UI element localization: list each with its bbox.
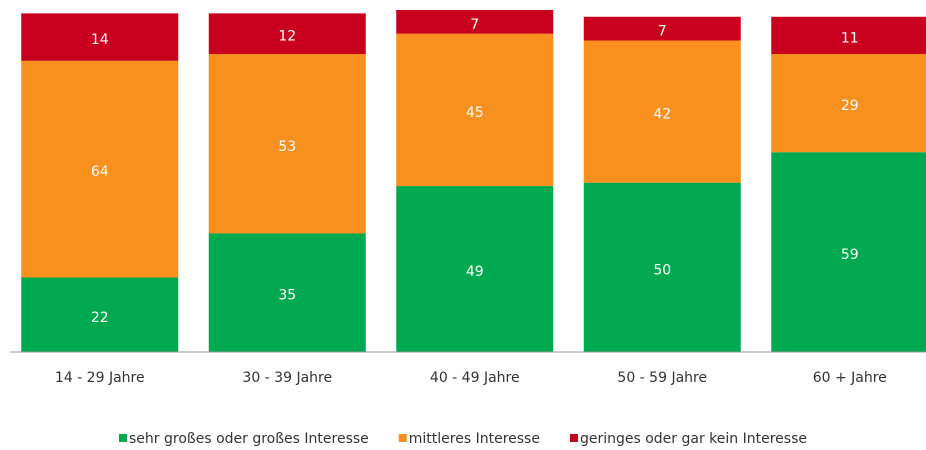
bar-segment bbox=[771, 152, 926, 352]
data-label: 35 bbox=[278, 288, 296, 304]
data-label: 49 bbox=[466, 264, 484, 280]
data-label: 7 bbox=[470, 17, 479, 33]
bar-segment bbox=[771, 54, 926, 153]
bar-segment bbox=[396, 186, 554, 352]
legend-swatch bbox=[119, 434, 128, 442]
bar-segment bbox=[21, 277, 179, 352]
bar-segment bbox=[583, 40, 741, 183]
legend-swatch bbox=[398, 434, 407, 442]
legend-label: sehr großes oder großes Interesse bbox=[129, 431, 369, 447]
bar-segment bbox=[208, 13, 366, 55]
x-tick-label: 60 + Jahre bbox=[813, 370, 887, 386]
data-label: 29 bbox=[841, 98, 859, 114]
data-label: 45 bbox=[466, 105, 484, 121]
legend-label: geringes oder gar kein Interesse bbox=[580, 431, 807, 447]
data-label: 50 bbox=[653, 262, 671, 278]
legend-swatch bbox=[569, 434, 578, 442]
bar-segment bbox=[21, 13, 179, 61]
bar-segment bbox=[396, 10, 554, 34]
data-label: 14 bbox=[91, 32, 109, 48]
legend-label: mittleres Interesse bbox=[409, 431, 540, 447]
data-label: 12 bbox=[278, 29, 296, 45]
data-label: 53 bbox=[278, 139, 296, 155]
x-tick-label: 40 - 49 Jahre bbox=[430, 370, 520, 386]
bar-segment bbox=[208, 233, 366, 352]
data-label: 64 bbox=[91, 164, 109, 180]
bar-segment bbox=[208, 54, 366, 234]
x-tick-label: 30 - 39 Jahre bbox=[242, 370, 332, 386]
data-label: 42 bbox=[653, 107, 671, 123]
data-label: 11 bbox=[841, 30, 859, 46]
x-tick-label: 50 - 59 Jahre bbox=[617, 370, 707, 386]
bar-segment bbox=[583, 16, 741, 41]
bar-segment bbox=[396, 33, 554, 187]
data-label: 7 bbox=[658, 24, 667, 40]
bar-segment bbox=[771, 16, 926, 55]
data-label: 22 bbox=[91, 310, 109, 326]
bar-segment bbox=[583, 182, 741, 352]
data-label: 59 bbox=[841, 247, 859, 263]
x-tick-label: 14 - 29 Jahre bbox=[55, 370, 145, 386]
bar-segment bbox=[21, 60, 179, 278]
